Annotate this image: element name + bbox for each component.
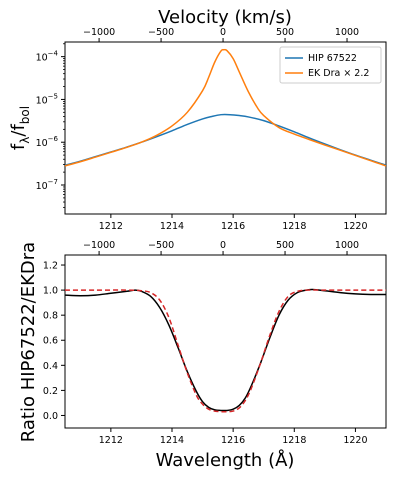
top-y-tick-label: 10−6	[36, 135, 59, 149]
legend: HIP 67522 EK Dra × 2.2	[279, 46, 382, 84]
bottom-y-ticks: 0.0 0.2 0.4 0.6 0.8 1.0 1.2	[43, 261, 65, 422]
wavelength-tick-label: 1218	[282, 221, 306, 232]
top-y-tick-label: 10−7	[36, 178, 58, 192]
bottom-y-tick-label: 0.4	[43, 361, 58, 372]
wavelength-tick-label: 1216	[221, 221, 245, 232]
top-velocity-axis-label: Velocity (km/s)	[158, 7, 292, 28]
top-y-tick-label: 10−5	[36, 92, 58, 106]
top-y-tick-label: 10−4	[36, 50, 59, 64]
top-y-ticks: 10−7 10−6 10−5 10−4	[36, 43, 65, 208]
bottom-y-tick-label: 0.2	[43, 386, 58, 397]
bottom-y-axis-label: Ratio HIP67522/EKDra	[18, 242, 39, 442]
bottom-y-tick-label: 0.8	[43, 311, 58, 322]
wavelength-tick-label: 1214	[160, 221, 184, 232]
velocity-tick-label: 1000	[335, 240, 359, 251]
bottom-y-tick-label: 1.2	[43, 261, 58, 272]
bottom-wavelength-ticks: 1212 1214 1216 1218 1220	[99, 428, 368, 446]
velocity-tick-label: −500	[148, 27, 174, 38]
bottom-series	[65, 288, 386, 413]
wavelength-tick-label: 1216	[221, 435, 245, 446]
wavelength-tick-label: 1212	[99, 221, 123, 232]
top-panel: Velocity (km/s) −1000 −500 0 500 1000 1212 12…	[8, 7, 387, 232]
bottom-y-tick-label: 0.6	[43, 336, 58, 347]
ylabel-slash-f: /f	[8, 124, 29, 137]
legend-label-hip: HIP 67522	[308, 53, 357, 64]
top-panel-frame	[64, 41, 387, 215]
bottom-panel: −1000 −500 0 500 1000 1212 1214 1216 1218 1220 0…	[18, 240, 387, 471]
top-series	[65, 48, 386, 167]
wavelength-tick-label: 1214	[160, 435, 184, 446]
top-y-axis-label: fλ/fbol	[8, 106, 32, 150]
velocity-tick-label: 0	[220, 240, 226, 251]
wavelength-tick-label: 1220	[343, 435, 367, 446]
top-wavelength-ticks: 1212 1214 1216 1218 1220	[99, 214, 368, 232]
velocity-tick-label: 500	[276, 240, 294, 251]
velocity-tick-label: 500	[276, 27, 294, 38]
velocity-tick-label: −500	[148, 240, 174, 251]
wavelength-tick-label: 1218	[282, 435, 306, 446]
velocity-tick-label: 1000	[335, 27, 359, 38]
bottom-y-tick-label: 1.0	[43, 286, 58, 297]
ylabel-sub-bol: bol	[18, 106, 32, 124]
series-line-model-dashed	[65, 289, 386, 413]
legend-box	[279, 46, 382, 84]
bottom-y-tick-label: 0.0	[43, 411, 58, 422]
bottom-x-axis-label: Wavelength (Å)	[156, 449, 295, 471]
wavelength-tick-label: 1212	[99, 435, 123, 446]
velocity-tick-label: 0	[220, 27, 226, 38]
velocity-tick-label: −1000	[83, 27, 115, 38]
legend-label-ekdra: EK Dra × 2.2	[308, 68, 369, 79]
series-line-ekdra	[65, 48, 386, 167]
ylabel-sub-lambda: λ	[18, 137, 32, 144]
wavelength-tick-label: 1220	[343, 221, 367, 232]
top-velocity-ticks: −1000 −500 0 500 1000	[83, 27, 359, 42]
velocity-tick-label: −1000	[83, 240, 115, 251]
bottom-velocity-ticks: −1000 −500 0 500 1000	[83, 240, 359, 255]
ylabel-f: f	[8, 143, 29, 150]
bottom-panel-frame	[64, 254, 387, 429]
